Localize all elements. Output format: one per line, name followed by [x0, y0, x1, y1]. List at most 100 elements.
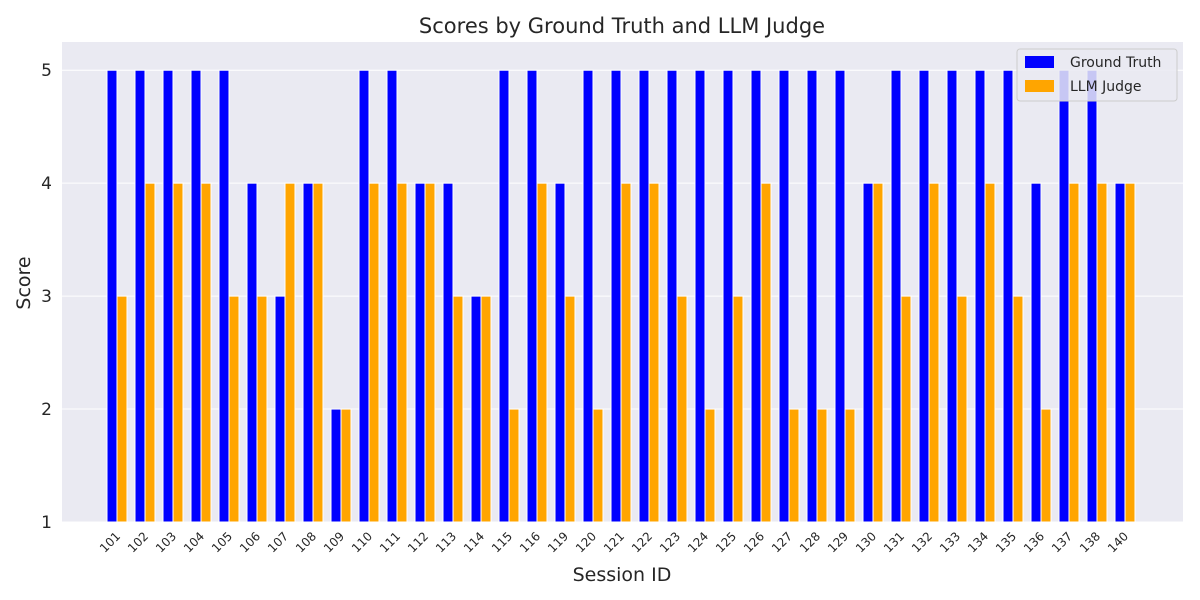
bar-llm-judge-111: [396, 182, 408, 523]
bar-ground-truth-111: [386, 69, 398, 523]
y-axis-label: Score: [13, 256, 35, 309]
bar-llm-judge-120: [592, 408, 604, 523]
legend-label-llm-judge: LLM Judge: [1070, 79, 1142, 95]
bar-llm-judge-124: [704, 408, 716, 523]
bar-llm-judge-131: [900, 295, 912, 523]
x-tick-label: 107: [265, 529, 291, 555]
bar-ground-truth-115: [498, 69, 510, 523]
bar-llm-judge-121: [620, 182, 632, 523]
bar-llm-judge-119: [564, 295, 576, 523]
x-tick-label: 113: [433, 529, 459, 555]
bar-llm-judge-101: [116, 295, 128, 523]
x-tick-label: 134: [965, 529, 991, 555]
bar-ground-truth-130: [862, 182, 874, 523]
bar-ground-truth-133: [946, 69, 958, 523]
bar-ground-truth-132: [918, 69, 930, 523]
x-tick-label: 102: [125, 529, 151, 555]
bar-llm-judge-107: [284, 182, 296, 523]
bar-ground-truth-124: [694, 69, 706, 523]
x-tick-label: 132: [909, 529, 935, 555]
bar-llm-judge-116: [536, 182, 548, 523]
bar-llm-judge-136: [1040, 408, 1052, 523]
bar-ground-truth-138: [1086, 69, 1098, 523]
bar-llm-judge-135: [1012, 295, 1024, 523]
bar-llm-judge-138: [1096, 182, 1108, 523]
x-tick-label: 127: [769, 529, 795, 555]
y-ticks: 1 2 3 4 5: [41, 61, 52, 533]
y-tick-label: 1: [41, 513, 52, 533]
x-tick-label: 135: [993, 529, 1019, 555]
chart-title: Scores by Ground Truth and LLM Judge: [419, 14, 825, 38]
bar-ground-truth-105: [218, 69, 230, 523]
bar-ground-truth-127: [778, 69, 790, 523]
bar-ground-truth-112: [414, 182, 426, 523]
bar-ground-truth-109: [330, 408, 342, 523]
bar-llm-judge-109: [340, 408, 352, 523]
y-tick-label: 5: [41, 61, 52, 81]
bar-llm-judge-104: [200, 182, 212, 523]
bar-ground-truth-134: [974, 69, 986, 523]
x-tick-label: 116: [517, 529, 543, 555]
bar-ground-truth-137: [1058, 69, 1070, 523]
bar-ground-truth-119: [554, 182, 566, 523]
bar-llm-judge-132: [928, 182, 940, 523]
x-tick-label: 129: [825, 529, 851, 555]
legend-box: [1016, 48, 1178, 102]
bar-ground-truth-120: [582, 69, 594, 523]
bar-ground-truth-123: [666, 69, 678, 523]
bar-llm-judge-105: [228, 295, 240, 523]
bar-llm-judge-126: [760, 182, 772, 523]
bar-ground-truth-102: [134, 69, 146, 523]
bars-layer: [106, 69, 1136, 523]
x-tick-label: 124: [685, 529, 711, 555]
bar-ground-truth-113: [442, 182, 454, 523]
bar-llm-judge-123: [676, 295, 688, 523]
x-tick-label: 112: [405, 529, 431, 555]
x-tick-label: 114: [461, 529, 487, 555]
y-tick-label: 3: [41, 287, 52, 307]
x-tick-label: 109: [321, 529, 347, 555]
bar-ground-truth-135: [1002, 69, 1014, 523]
x-tick-label: 110: [349, 529, 375, 555]
legend-swatch-llm-judge: [1025, 80, 1054, 92]
x-tick-label: 128: [797, 529, 823, 555]
x-tick-label: 130: [853, 529, 879, 555]
bar-llm-judge-113: [452, 295, 464, 523]
bar-llm-judge-134: [984, 182, 996, 523]
bar-ground-truth-140: [1114, 182, 1126, 523]
bar-llm-judge-128: [816, 408, 828, 523]
bar-llm-judge-108: [312, 182, 324, 523]
x-tick-label: 120: [573, 529, 599, 555]
x-tick-label: 122: [629, 529, 655, 555]
y-tick-label: 2: [41, 400, 52, 420]
bar-ground-truth-121: [610, 69, 622, 523]
y-tick-label: 4: [41, 174, 52, 194]
bar-llm-judge-127: [788, 408, 800, 523]
x-tick-label: 123: [657, 529, 683, 555]
legend-label-ground-truth: Ground Truth: [1070, 55, 1161, 71]
bar-llm-judge-106: [256, 295, 268, 523]
bar-llm-judge-102: [144, 182, 156, 523]
legend: Ground Truth LLM Judge: [1016, 48, 1178, 102]
bar-llm-judge-130: [872, 182, 884, 523]
x-tick-label: 136: [1021, 529, 1047, 555]
bar-llm-judge-114: [480, 295, 492, 523]
bar-ground-truth-114: [470, 295, 482, 523]
x-tick-label: 115: [489, 529, 515, 555]
bar-llm-judge-137: [1068, 182, 1080, 523]
x-tick-label: 137: [1049, 529, 1075, 555]
bar-llm-judge-133: [956, 295, 968, 523]
bar-ground-truth-101: [106, 69, 118, 523]
bar-llm-judge-112: [424, 182, 436, 523]
x-tick-label: 105: [209, 529, 235, 555]
legend-swatch-ground-truth: [1025, 56, 1054, 68]
x-tick-label: 121: [601, 529, 627, 555]
bar-ground-truth-107: [274, 295, 286, 523]
x-tick-label: 125: [713, 529, 739, 555]
x-tick-label: 126: [741, 529, 767, 555]
bar-ground-truth-131: [890, 69, 902, 523]
x-tick-label: 101: [97, 529, 123, 555]
bar-llm-judge-129: [844, 408, 856, 523]
bar-ground-truth-125: [722, 69, 734, 523]
